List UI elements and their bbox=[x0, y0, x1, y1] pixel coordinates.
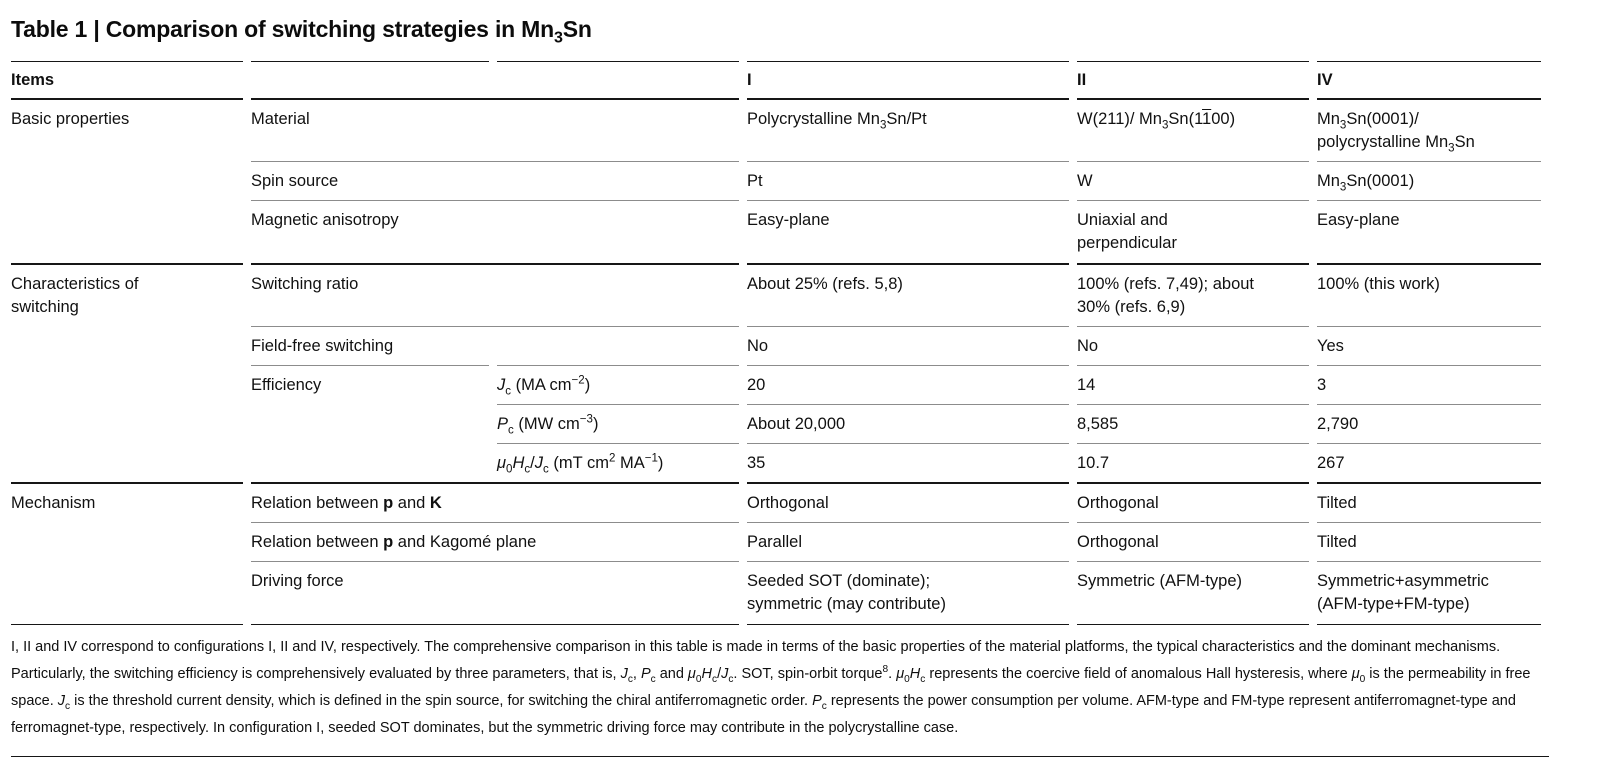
row-param-label: Jc (MA cm−2) bbox=[497, 364, 739, 404]
cell-IV: Tilted bbox=[1317, 522, 1541, 561]
header-config-II: II bbox=[1077, 61, 1309, 98]
cell-I: Easy-plane bbox=[747, 200, 1069, 262]
row-item-label: Relation between p and K bbox=[251, 482, 739, 522]
row-item-label: Relation between p and Kagomé plane bbox=[251, 522, 739, 561]
table-row: Field-free switching No No Yes bbox=[11, 325, 1541, 365]
row-item-label: Material bbox=[251, 98, 739, 161]
cell-II: Symmetric (AFM-type) bbox=[1077, 561, 1309, 625]
cell-I: Orthogonal bbox=[747, 482, 1069, 522]
row-item-label: Efficiency bbox=[251, 364, 489, 482]
row-item-label: Spin source bbox=[251, 161, 739, 200]
table-row: μ0Hc/Jc (mT cm2 MA−1) 35 10.7 267 bbox=[11, 443, 1541, 482]
cell-IV: 100% (this work) bbox=[1317, 262, 1541, 326]
row-item-label: Switching ratio bbox=[251, 262, 739, 326]
cell-I: About 25% (refs. 5,8) bbox=[747, 262, 1069, 326]
bottom-rule bbox=[11, 756, 1549, 757]
comparison-table: Items I II IV Basic properties Material … bbox=[3, 61, 1549, 625]
table-row: Driving force Seeded SOT (dominate); sym… bbox=[11, 561, 1541, 625]
row-item-label: Driving force bbox=[251, 561, 739, 625]
table-row: Relation between p and Kagomé plane Para… bbox=[11, 522, 1541, 561]
cell-II: Orthogonal bbox=[1077, 482, 1309, 522]
cell-IV: Easy-plane bbox=[1317, 200, 1541, 262]
cell-I: Pt bbox=[747, 161, 1069, 200]
cell-II: No bbox=[1077, 325, 1309, 365]
table-row: Characteristics of switching Switching r… bbox=[11, 262, 1541, 326]
cell-II: 100% (refs. 7,49); about 30% (refs. 6,9) bbox=[1077, 262, 1309, 326]
table-row: Magnetic anisotropy Easy-plane Uniaxial … bbox=[11, 200, 1541, 262]
cell-I: No bbox=[747, 325, 1069, 365]
cell-II: 8,585 bbox=[1077, 403, 1309, 443]
cell-II: W bbox=[1077, 161, 1309, 200]
cell-II: Uniaxial and perpendicular bbox=[1077, 200, 1309, 262]
table-footnote: I, II and IV correspond to configuration… bbox=[11, 638, 1531, 736]
cell-IV: 2,790 bbox=[1317, 403, 1541, 443]
cell-IV: Tilted bbox=[1317, 482, 1541, 522]
group-label-basic-properties: Basic properties bbox=[11, 98, 243, 262]
cell-I: 35 bbox=[747, 443, 1069, 482]
cell-I: 20 bbox=[747, 364, 1069, 404]
table-title: Table 1 | Comparison of switching strate… bbox=[11, 16, 592, 47]
table-row: Pc (MW cm−3) About 20,000 8,585 2,790 bbox=[11, 403, 1541, 443]
cell-I: Polycrystalline Mn3Sn/Pt bbox=[747, 98, 1069, 161]
header-items: Items bbox=[11, 61, 243, 98]
row-item-label: Field-free switching bbox=[251, 325, 739, 365]
cell-IV: Symmetric+asymmetric (AFM-type+FM-type) bbox=[1317, 561, 1541, 625]
table-row: Basic properties Material Polycrystallin… bbox=[11, 98, 1541, 161]
row-item-label: Magnetic anisotropy bbox=[251, 200, 739, 262]
cell-I: About 20,000 bbox=[747, 403, 1069, 443]
cell-IV: Yes bbox=[1317, 325, 1541, 365]
table-row: Efficiency Jc (MA cm−2) 20 14 3 bbox=[11, 364, 1541, 404]
cell-I: Parallel bbox=[747, 522, 1069, 561]
header-spacer-param bbox=[497, 61, 739, 98]
cell-IV: 3 bbox=[1317, 364, 1541, 404]
cell-II: 14 bbox=[1077, 364, 1309, 404]
cell-II: W(211)/ Mn3Sn(1100) bbox=[1077, 98, 1309, 161]
cell-II: Orthogonal bbox=[1077, 522, 1309, 561]
cell-IV: Mn3Sn(0001) bbox=[1317, 161, 1541, 200]
group-label-characteristics: Characteristics of switching bbox=[11, 262, 243, 483]
header-row: Items I II IV bbox=[11, 61, 1541, 98]
cell-IV: 267 bbox=[1317, 443, 1541, 482]
row-param-label: μ0Hc/Jc (mT cm2 MA−1) bbox=[497, 443, 739, 482]
header-config-I: I bbox=[747, 61, 1069, 98]
table-row: Spin source Pt W Mn3Sn(0001) bbox=[11, 161, 1541, 200]
cell-II: 10.7 bbox=[1077, 443, 1309, 482]
cell-I: Seeded SOT (dominate); symmetric (may co… bbox=[747, 561, 1069, 625]
row-param-label: Pc (MW cm−3) bbox=[497, 403, 739, 443]
header-spacer-item bbox=[251, 61, 489, 98]
table-row: Mechanism Relation between p and K Ortho… bbox=[11, 482, 1541, 625]
header-config-IV: IV bbox=[1317, 61, 1541, 98]
group-label-mechanism: Mechanism bbox=[11, 482, 243, 625]
cell-IV: Mn3Sn(0001)/ polycrystalline Mn3Sn bbox=[1317, 98, 1541, 161]
